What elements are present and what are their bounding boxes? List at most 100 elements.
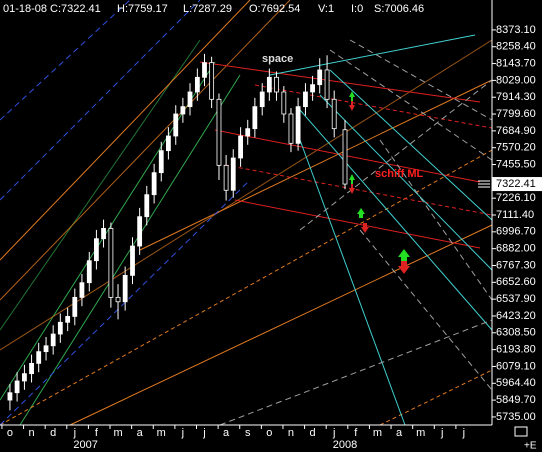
candle-body [122,274,128,303]
candle-body [101,228,106,240]
header-item: O:7692.54 [249,3,300,15]
x-tick-label: s [245,427,251,439]
y-tick-label: 7914.30 [496,91,536,103]
x-tick-label: j [332,427,335,439]
last-price-box [492,177,542,192]
candle-body [281,91,287,115]
header: 01-18-08 C:7322.41 H:7759.17 L:7287.29 O:769… [3,3,424,15]
header-item: C:7322.41 [50,3,101,15]
candle-body [317,69,323,86]
candle-body [158,150,164,174]
x-tick-label: a [396,427,403,439]
x-tick-label: a [137,427,144,439]
y-tick-label: 6537.90 [496,293,536,305]
candle-body [79,282,85,298]
y-tick-label: 6079.10 [496,360,536,372]
signal-arrows [349,91,410,274]
candle-body [202,62,207,78]
y-tick-label: 7570.20 [496,142,536,154]
x-tick-label: o [7,427,13,439]
candle-body [245,128,251,137]
candle-body [230,157,236,191]
last-price-label: 7322.41 [496,178,536,190]
header-item: L:7287.29 [183,3,232,15]
candle-body [7,392,13,401]
candle-body [108,228,114,298]
candle-body [144,194,150,218]
pitchfork-lines [0,0,493,426]
candle-body [43,345,49,353]
candle-body [72,296,78,317]
x-tick-label: j [462,427,465,439]
y-tick-label: 5735.00 [496,411,536,423]
y-tick-label: 6308.50 [496,327,536,339]
year-label: 2007 [73,439,97,451]
candle-body [342,129,348,185]
x-tick-label: m [113,427,122,439]
y-tick-label: 5964.40 [496,377,536,389]
y-tick-label: 6193.80 [496,344,536,356]
candle-body [130,245,135,276]
year-label: 2008 [333,439,357,451]
candle-body [310,84,315,93]
candle-body [180,106,186,115]
candle-body [288,113,294,144]
y-tick-label: 6652.60 [496,276,536,288]
candle-body [295,106,301,144]
x-tick-label: f [95,427,99,439]
header-item: V:1 [318,3,334,15]
x-tick-label: d [50,427,56,439]
y-tick-label: 6423.20 [496,310,536,322]
candle-body [14,380,20,394]
candle-body [65,316,71,323]
candle-body [209,62,215,100]
candle-body [173,113,179,137]
x-tick-label: j [73,427,76,439]
x-tick-label: j [440,427,443,439]
candle-body [29,362,34,375]
candle-body [165,135,171,152]
candle-body [57,321,63,335]
x-tick-label: n [288,427,294,439]
x-tick-label: n [28,427,34,439]
y-tick-label: 5849.70 [496,394,536,406]
x-tick-label: m [157,427,166,439]
y-tick-label: 8373.10 [496,24,536,36]
candle-body [274,76,279,93]
x-tick-label: d [310,427,316,439]
candle-body [303,91,308,108]
candle-body [115,296,121,303]
candle-body [223,164,229,191]
candle-body [137,216,143,247]
candle-body [216,98,222,166]
candle-body [187,91,193,108]
candle-body [36,351,42,364]
candle-body [151,172,157,196]
candle-body [94,238,99,262]
y-tick-label: 7455.50 [496,158,536,170]
y-tick-label: 7111.40 [496,209,534,221]
candle-body [252,106,258,130]
annotation: schiff ML [375,168,424,180]
candle-body [50,333,56,347]
header-item: S:7006.46 [374,3,424,15]
y-tick-label: 8258.40 [496,41,536,53]
candle-body [22,373,27,382]
y-tick-label: 7799.60 [496,108,536,120]
corner-icon [514,426,528,437]
y-tick-label: 8029.00 [496,74,536,86]
x-tick-label: j [181,427,184,439]
candle-body [259,91,265,108]
y-tick-label: 7226.10 [496,192,536,204]
candle-body [238,135,243,159]
x-tick-label: o [266,427,272,439]
x-tick-label: m [416,427,425,439]
y-tick-label: 6882.00 [496,243,536,255]
header-item: I:0 [351,3,363,15]
y-tick-label: 6767.30 [496,259,536,271]
x-tick-label: a [223,427,230,439]
candle-body [194,76,200,93]
y-tick-label: 6996.70 [496,226,536,238]
